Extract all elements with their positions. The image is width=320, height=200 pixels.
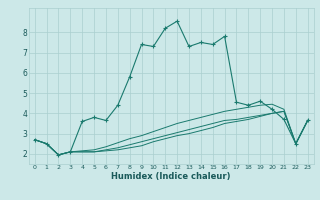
- X-axis label: Humidex (Indice chaleur): Humidex (Indice chaleur): [111, 172, 231, 181]
